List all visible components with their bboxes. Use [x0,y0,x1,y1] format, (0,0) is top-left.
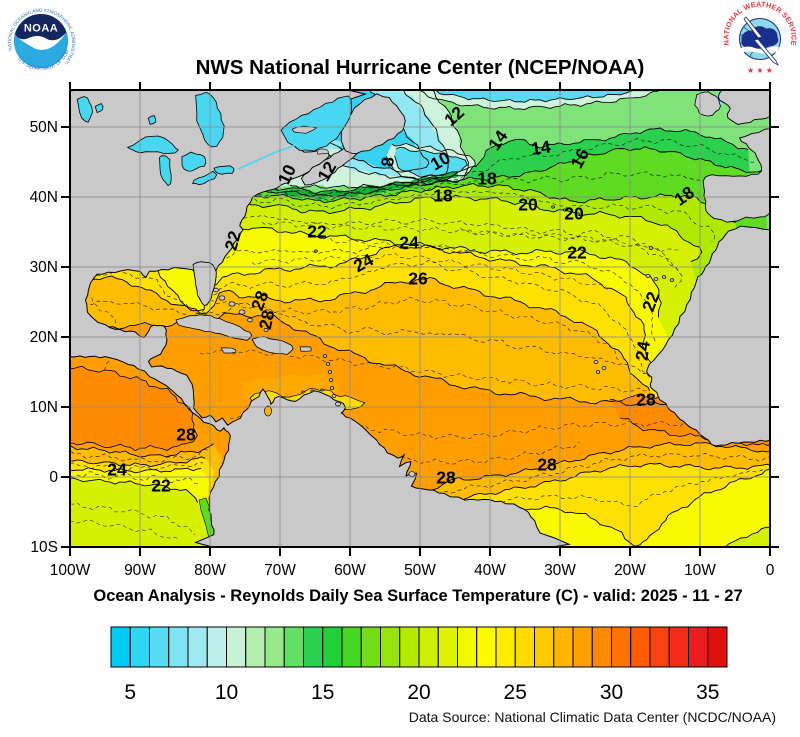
svg-text:40W: 40W [474,562,506,579]
svg-text:30W: 30W [544,562,576,579]
svg-text:22: 22 [151,476,171,496]
svg-text:5: 5 [124,681,136,704]
svg-text:10S: 10S [30,539,58,556]
svg-text:24: 24 [399,233,419,253]
svg-text:24: 24 [107,460,127,480]
svg-text:NOAA: NOAA [24,23,58,35]
svg-text:24: 24 [631,340,654,362]
svg-text:25: 25 [504,681,527,704]
svg-text:10W: 10W [684,562,716,579]
svg-text:20: 20 [407,681,430,704]
svg-text:20N: 20N [30,329,58,346]
svg-text:18: 18 [433,186,453,206]
svg-text:28: 28 [255,308,279,331]
svg-text:22: 22 [567,243,587,263]
svg-text:10N: 10N [30,399,58,416]
svg-text:40N: 40N [30,189,58,206]
svg-text:50N: 50N [30,119,58,136]
svg-text:20W: 20W [614,562,646,579]
svg-text:15: 15 [311,681,334,704]
svg-text:NWS National Hurricane Center: NWS National Hurricane Center (NCEP/NOAA… [196,56,645,79]
svg-text:14: 14 [530,136,552,159]
svg-text:Ocean Analysis - Reynolds Dail: Ocean Analysis - Reynolds Daily Sea Surf… [93,587,742,605]
svg-text:35: 35 [696,681,719,704]
svg-text:28: 28 [176,425,196,445]
svg-text:20: 20 [564,204,584,224]
svg-text:60W: 60W [334,562,366,579]
svg-text:8: 8 [377,156,398,168]
svg-text:20: 20 [518,195,538,215]
svg-text:50W: 50W [404,562,436,579]
svg-text:18: 18 [477,169,497,189]
svg-text:28: 28 [537,455,557,475]
svg-text:80W: 80W [194,562,226,579]
svg-text:70W: 70W [264,562,296,579]
svg-text:0: 0 [766,562,775,579]
svg-text:28: 28 [436,468,456,488]
svg-text:Data Source: National Climatic: Data Source: National Climatic Data Cent… [409,709,776,725]
svg-text:22: 22 [307,222,327,242]
svg-text:28: 28 [636,390,656,410]
svg-text:★ ★ ★: ★ ★ ★ [747,66,773,75]
svg-text:10: 10 [215,681,238,704]
svg-text:30: 30 [600,681,623,704]
svg-text:90W: 90W [124,562,156,579]
svg-text:0: 0 [49,469,58,486]
svg-text:26: 26 [408,269,428,289]
svg-text:30N: 30N [30,259,58,276]
svg-text:100W: 100W [50,562,91,579]
